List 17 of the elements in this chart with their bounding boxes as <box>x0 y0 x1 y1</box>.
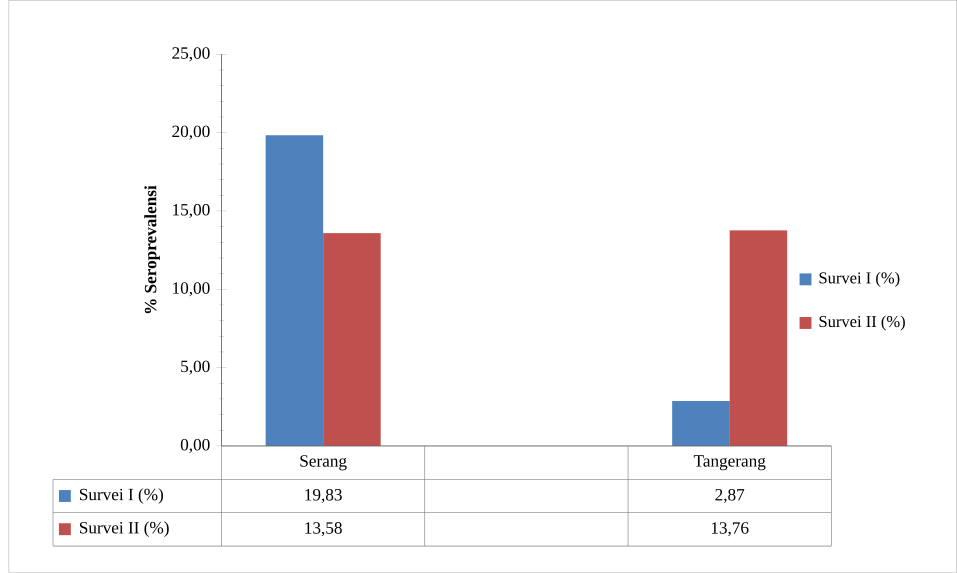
x-tick-label: Serang <box>300 455 347 471</box>
y-tick-label: 20,00 <box>172 126 210 140</box>
y-tick-label: 10,00 <box>173 282 210 297</box>
x-tick-label: Tangerang <box>694 455 766 470</box>
text: Survei I (%) <box>80 488 164 504</box>
data-label: 13,76 <box>712 522 748 536</box>
y-tick-label: 5,00 <box>181 360 210 375</box>
data-label: 13,58 <box>305 522 342 536</box>
legend-label: Survei I (%) <box>820 272 900 288</box>
text: Survei II (%) <box>80 522 169 538</box>
data-label: 2,87 <box>715 489 744 504</box>
data-label: 19,83 <box>305 489 342 504</box>
y-tick-label: 0,00 <box>180 439 210 454</box>
y-tick-label: 25,00 <box>172 47 210 62</box>
y-tick-label: 15,00 <box>173 204 210 218</box>
legend-label: Survei II (%) <box>820 316 905 331</box>
y-axis-title: % Seroprevalensi <box>144 186 160 314</box>
